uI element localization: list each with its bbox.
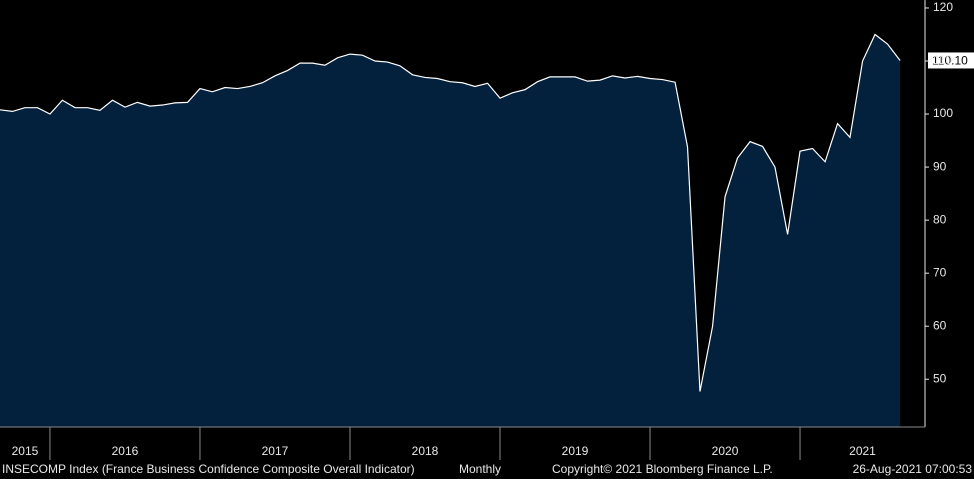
y-tick-label: 100 [933,106,953,120]
y-tick-label: 70 [933,265,947,279]
x-tick-label: 2020 [712,444,739,458]
y-tick-label: 80 [933,212,947,226]
x-tick-label: 2017 [262,444,289,458]
plot-area [0,33,901,427]
y-tick-label: 120 [933,0,953,14]
y-tick-label: 110 [933,53,952,67]
y-tick-label: 60 [933,318,947,332]
y-tick-label: 90 [933,159,947,173]
copyright: Copyright© 2021 Bloomberg Finance L.P. [552,462,773,476]
line [0,33,901,392]
last-value-label: 110.10 [932,54,968,68]
source-label: INSECOMP Index (France Business Confiden… [2,462,415,476]
x-tick-label: 2018 [412,444,439,458]
x-tick-label: 2016 [112,444,139,458]
timestamp: 26-Aug-2021 07:00:53 [853,462,973,476]
y-tick-label: 50 [933,371,947,385]
x-tick-label: 2019 [562,444,589,458]
x-tick-label: 2021 [849,444,876,458]
area-fill [0,34,901,427]
frequency-label: Monthly [459,462,501,476]
last-value-box [928,52,974,69]
x-tick-label: 2015 [12,444,39,458]
